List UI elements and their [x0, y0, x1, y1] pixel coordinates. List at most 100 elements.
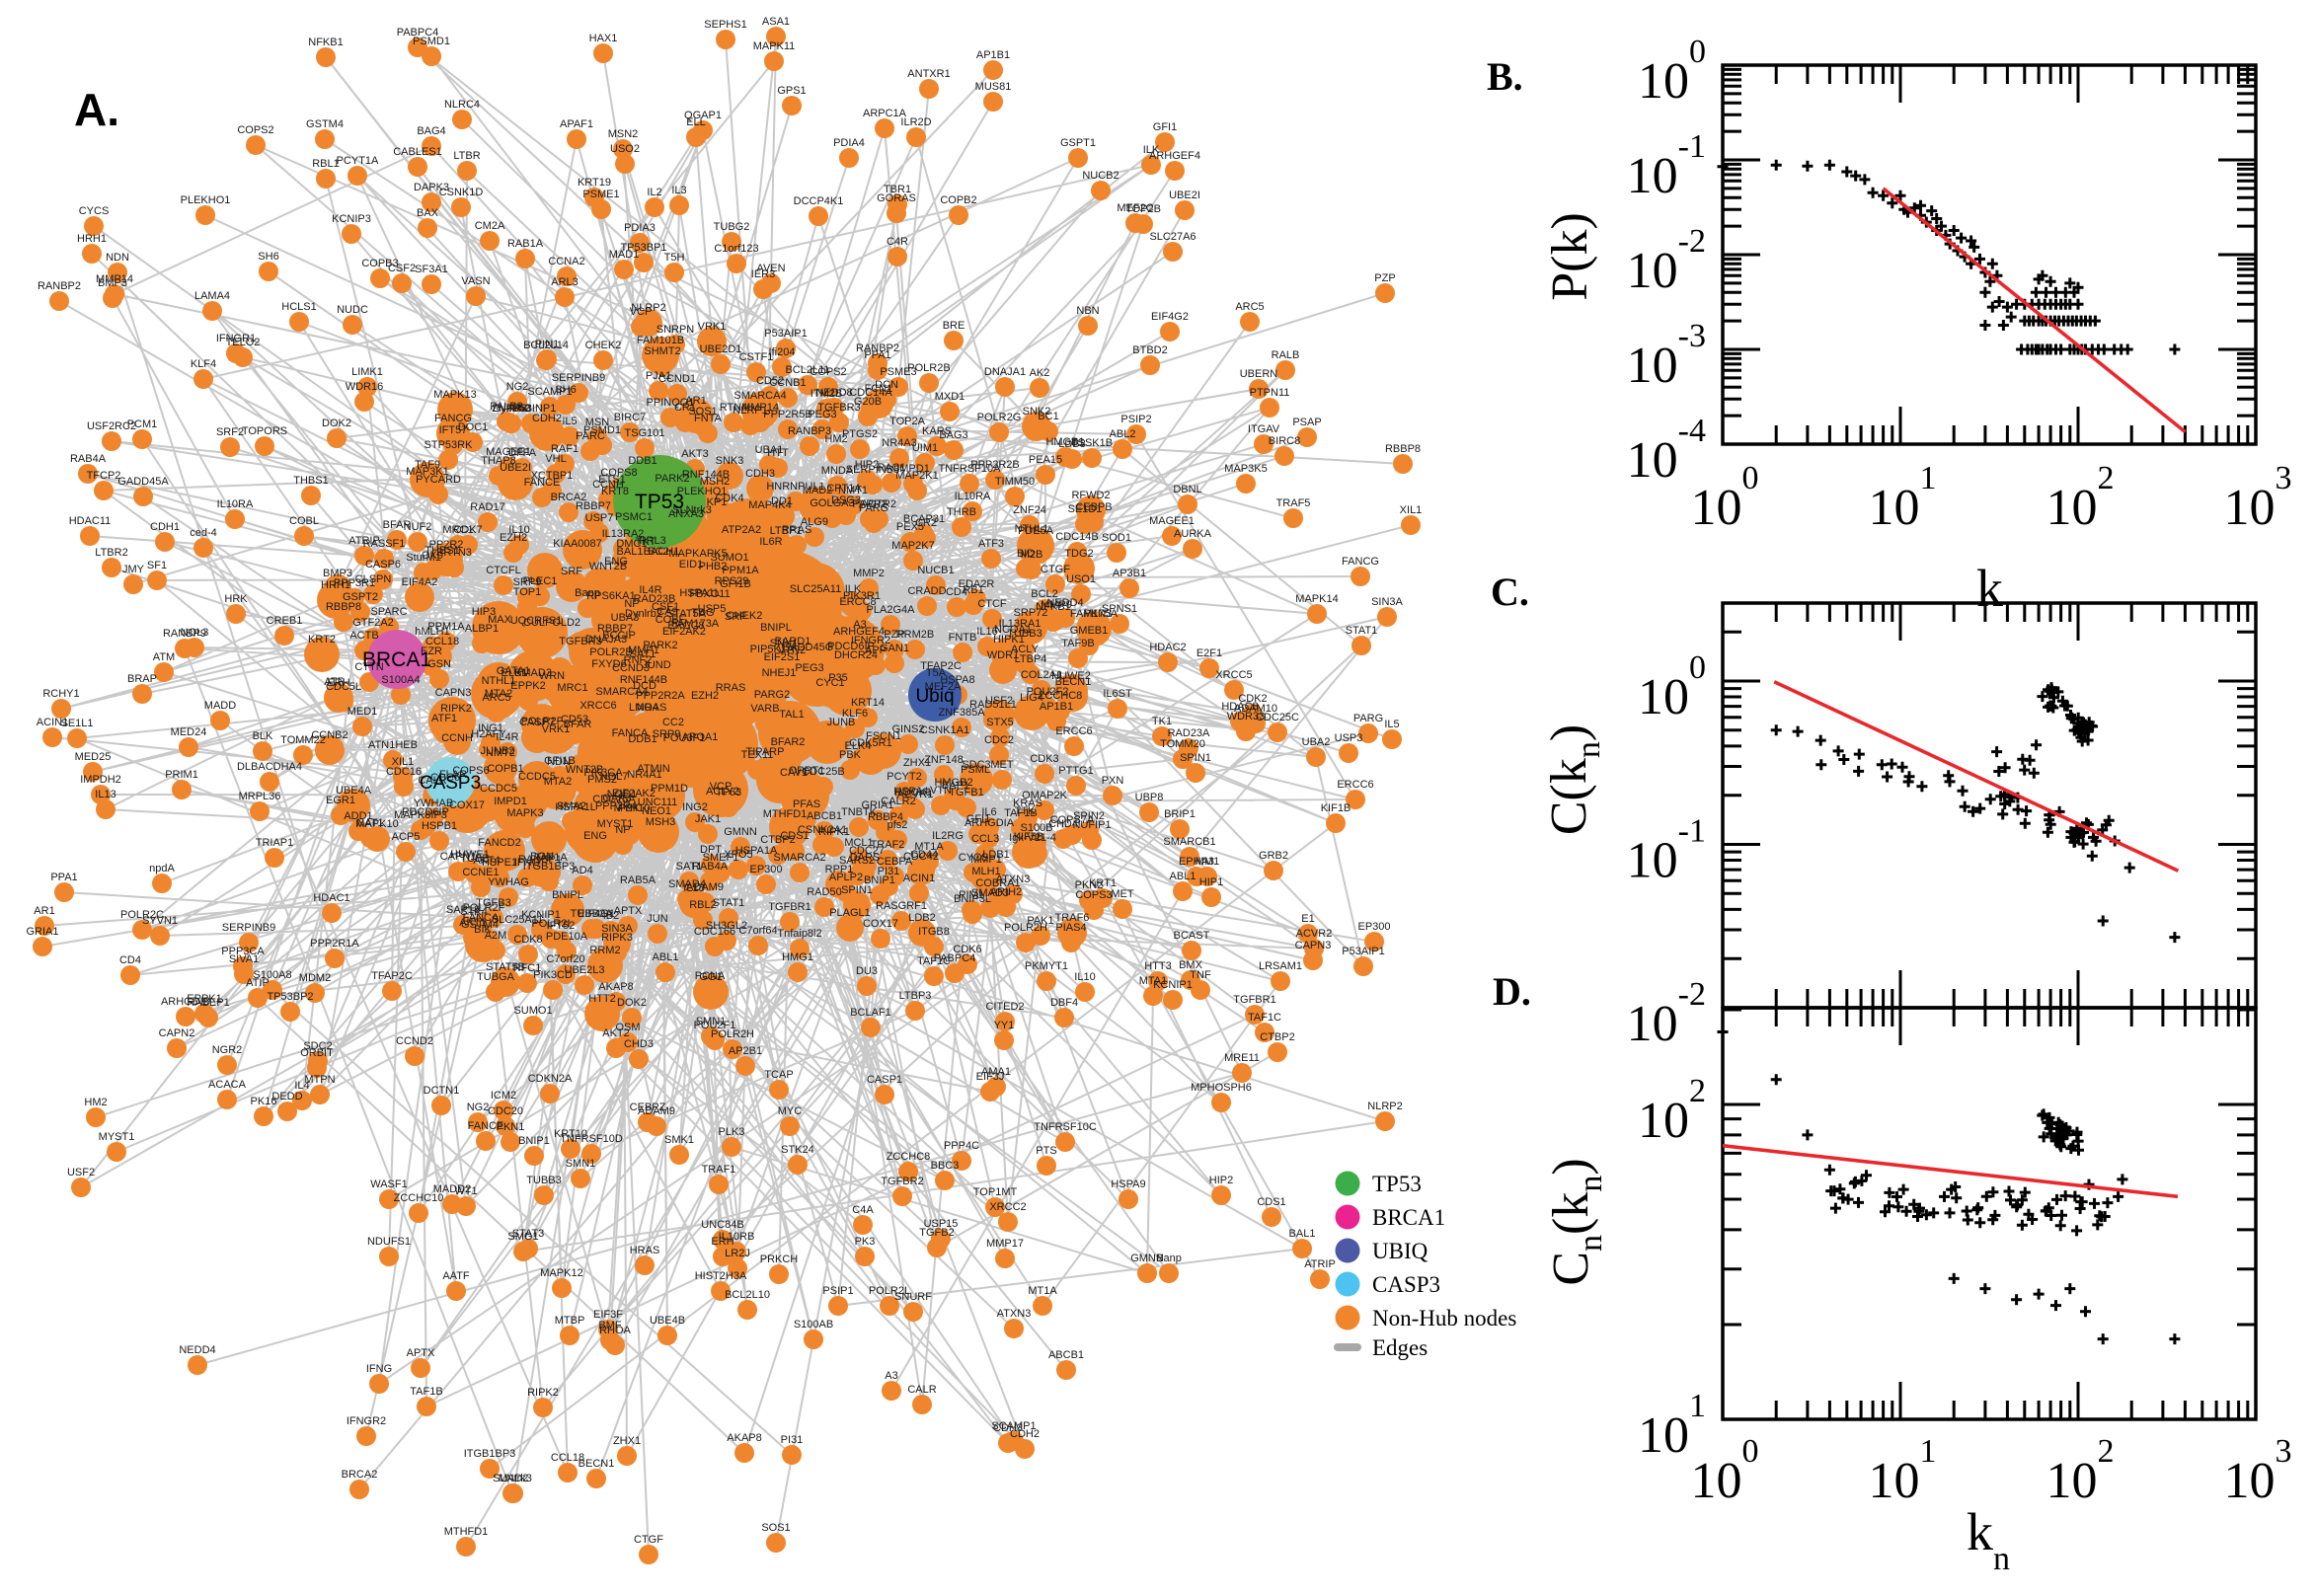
svg-text:HTT: HTT	[767, 447, 789, 459]
svg-text:LIG4: LIG4	[1020, 692, 1043, 704]
svg-text:NRAS: NRAS	[637, 702, 667, 714]
svg-text:ERCC8: ERCC8	[667, 620, 704, 632]
svg-text:ACIN1: ACIN1	[37, 717, 68, 728]
svg-text:STAT1: STAT1	[713, 897, 745, 909]
svg-text:KIF5B: KIF5B	[1014, 831, 1044, 843]
svg-text:FSCN1: FSCN1	[866, 730, 901, 742]
svg-text:NUFIP1: NUFIP1	[1072, 819, 1111, 831]
svg-text:BCL2L11: BCL2L11	[785, 364, 829, 376]
svg-text:CSNK1D: CSNK1D	[439, 187, 484, 198]
svg-text:CASP3: CASP3	[1372, 1272, 1440, 1297]
svg-text:CASP7: CASP7	[519, 717, 555, 728]
svg-text:ACP5: ACP5	[392, 831, 421, 843]
svg-text:POLR2C: POLR2C	[120, 909, 164, 921]
svg-text:PBK: PBK	[618, 802, 641, 814]
svg-text:ARC5: ARC5	[482, 692, 510, 704]
svg-text:OPRT1: OPRT1	[789, 765, 824, 777]
svg-text:PSIP2: PSIP2	[1120, 414, 1151, 425]
svg-text:RAD23A: RAD23A	[1168, 727, 1210, 739]
svg-text:SOS1: SOS1	[761, 1522, 790, 1534]
svg-text:ITGB1BP3: ITGB1BP3	[523, 861, 576, 873]
svg-text:SLC27A6: SLC27A6	[1149, 231, 1196, 243]
svg-text:PDE10A: PDE10A	[546, 931, 588, 943]
svg-text:CHEK2: CHEK2	[727, 610, 763, 622]
svg-text:PK3: PK3	[855, 1236, 876, 1248]
svg-text:SIN3A: SIN3A	[601, 923, 633, 935]
svg-text:SAT1: SAT1	[630, 648, 656, 660]
svg-text:PPA1: PPA1	[50, 872, 77, 883]
svg-text:HUWE2: HUWE2	[1051, 670, 1091, 682]
svg-text:SOD1: SOD1	[1102, 532, 1131, 544]
svg-text:LDB3: LDB3	[1058, 438, 1086, 450]
svg-text:IL13RA1: IL13RA1	[999, 618, 1042, 630]
svg-text:TUBB3: TUBB3	[1007, 628, 1042, 640]
svg-text:ILK: ILK	[1143, 144, 1160, 156]
svg-text:BAG4: BAG4	[417, 125, 445, 137]
svg-text:TOP1MT: TOP1MT	[973, 1186, 1018, 1198]
svg-text:AP3B1: AP3B1	[1113, 568, 1146, 579]
svg-text:MAPK13: MAPK13	[433, 389, 476, 401]
svg-text:PKN2: PKN2	[1075, 879, 1104, 891]
svg-text:RANBP1: RANBP1	[518, 854, 562, 866]
svg-text:QGAP1: QGAP1	[684, 110, 722, 121]
svg-text:DNAJA1: DNAJA1	[984, 366, 1026, 378]
svg-text:COBL: COBL	[289, 515, 319, 527]
svg-text:RASSF1: RASSF1	[363, 538, 406, 550]
svg-text:UNC111: UNC111	[638, 797, 678, 808]
svg-text:ATMIN: ATMIN	[637, 763, 669, 775]
svg-text:TAF1A: TAF1A	[534, 852, 568, 864]
svg-text:MM1: MM1	[1196, 856, 1219, 868]
svg-text:LRSAM1: LRSAM1	[1259, 960, 1302, 972]
svg-text:LTBR: LTBR	[453, 150, 480, 162]
svg-text:AKT4: AKT4	[473, 855, 501, 867]
svg-text:DNAJA3: DNAJA3	[585, 634, 627, 646]
svg-text:FANCE: FANCE	[468, 1120, 504, 1132]
svg-text:BAG3: BAG3	[939, 429, 967, 441]
svg-text:DCN: DCN	[875, 379, 898, 391]
svg-text:CREB1: CREB1	[267, 615, 303, 627]
svg-text:POLR2I: POLR2I	[531, 918, 570, 930]
svg-text:SMA2: SMA2	[557, 800, 586, 812]
svg-text:PLK3: PLK3	[719, 1126, 745, 1138]
svg-text:DPT: DPT	[700, 844, 722, 856]
svg-text:IL6ST: IL6ST	[1103, 688, 1132, 700]
svg-text:FNTA: FNTA	[694, 413, 723, 424]
svg-text:FNTB: FNTB	[949, 632, 977, 644]
svg-text:IL10RA: IL10RA	[217, 498, 254, 510]
svg-text:PDCD6IP: PDCD6IP	[827, 641, 875, 652]
svg-text:EIF4A2: EIF4A2	[402, 576, 438, 588]
svg-text:PPA1: PPA1	[864, 349, 890, 361]
svg-text:MMP2: MMP2	[853, 568, 885, 579]
svg-text:CCL18: CCL18	[425, 636, 459, 647]
svg-text:Dynlrb2: Dynlrb2	[625, 608, 662, 620]
svg-text:TAF1B: TAF1B	[410, 1386, 442, 1398]
svg-text:CCL3: CCL3	[971, 833, 999, 845]
svg-text:MAPK10: MAPK10	[355, 818, 398, 830]
svg-text:RANBP2: RANBP2	[38, 280, 81, 292]
svg-text:ABL2: ABL2	[1110, 428, 1136, 440]
svg-text:CCNH: CCNH	[592, 479, 624, 491]
svg-text:VHL: VHL	[545, 453, 566, 465]
svg-text:HMGB2: HMGB2	[934, 777, 972, 789]
svg-text:ALBP1: ALBP1	[465, 623, 499, 635]
svg-text:EDA2R: EDA2R	[959, 578, 995, 590]
svg-text:SMARCA4: SMARCA4	[733, 390, 786, 402]
svg-text:PPP4C: PPP4C	[944, 1140, 979, 1152]
svg-text:NOL3: NOL3	[181, 627, 209, 639]
svg-text:RHOA: RHOA	[599, 1325, 631, 1336]
svg-text:C1orf123: C1orf123	[714, 243, 758, 255]
svg-text:SNX1: SNX1	[770, 638, 799, 649]
svg-text:IL2: IL2	[647, 187, 661, 198]
svg-text:ARHGEF4: ARHGEF4	[1149, 150, 1200, 162]
svg-text:RPP1: RPP1	[825, 864, 854, 875]
svg-text:TOMM22: TOMM22	[280, 734, 326, 746]
svg-text:FANCE: FANCE	[524, 477, 561, 489]
svg-text:MAPK14: MAPK14	[1295, 593, 1338, 605]
svg-text:VTN2: VTN2	[778, 645, 806, 656]
svg-text:SRP9: SRP9	[513, 576, 542, 588]
svg-text:COL2A1: COL2A1	[1021, 669, 1062, 681]
svg-text:GSN: GSN	[427, 658, 451, 670]
svg-text:GATA1: GATA1	[497, 665, 530, 677]
svg-text:IL13: IL13	[95, 789, 116, 800]
svg-text:HSPA1A: HSPA1A	[735, 845, 778, 857]
